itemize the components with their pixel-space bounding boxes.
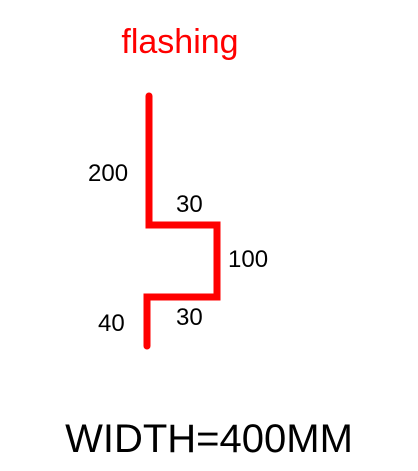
dimension-label-30-lower: 30	[176, 304, 203, 331]
dimension-label-40: 40	[98, 310, 125, 337]
dimension-label-100: 100	[228, 246, 269, 273]
dimension-label-200: 200	[88, 160, 129, 187]
diagram-title: flashing	[121, 23, 239, 61]
flashing-profile-line	[143, 92, 221, 350]
width-caption: WIDTH=400MM	[65, 417, 353, 461]
dimension-label-30-upper: 30	[176, 191, 203, 218]
